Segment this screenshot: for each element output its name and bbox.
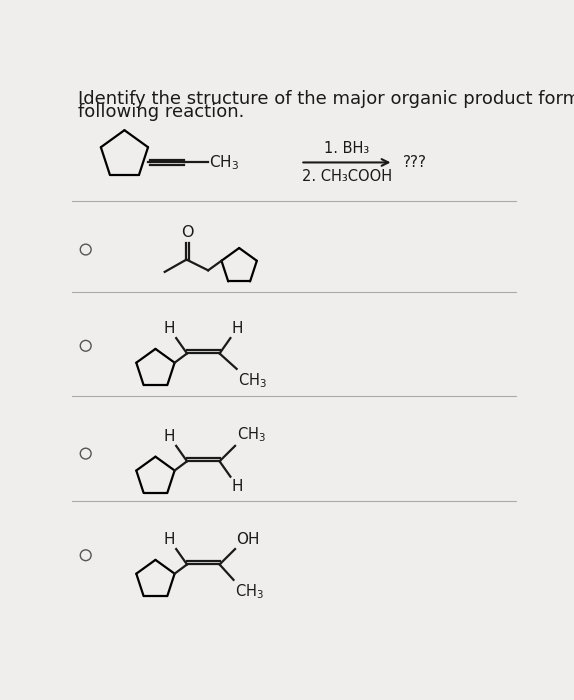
Text: 1. BH₃: 1. BH₃ [324,141,370,156]
Text: ???: ??? [403,155,426,170]
Text: $\mathregular{CH_3}$: $\mathregular{CH_3}$ [238,371,267,390]
Text: H: H [163,321,174,336]
Text: OH: OH [236,532,260,547]
Text: $\mathregular{CH_3}$: $\mathregular{CH_3}$ [210,153,239,172]
Text: 2. CH₃COOH: 2. CH₃COOH [302,169,392,183]
Text: Identify the structure of the major organic product formed in the: Identify the structure of the major orga… [78,90,574,108]
Text: H: H [232,479,243,494]
Text: H: H [163,532,174,547]
Text: O: O [181,225,194,239]
Text: $\mathregular{CH_3}$: $\mathregular{CH_3}$ [236,425,266,444]
Text: $\mathregular{CH_3}$: $\mathregular{CH_3}$ [235,582,264,601]
Text: H: H [232,321,243,336]
Text: H: H [163,428,174,444]
Text: following reaction.: following reaction. [78,103,245,121]
